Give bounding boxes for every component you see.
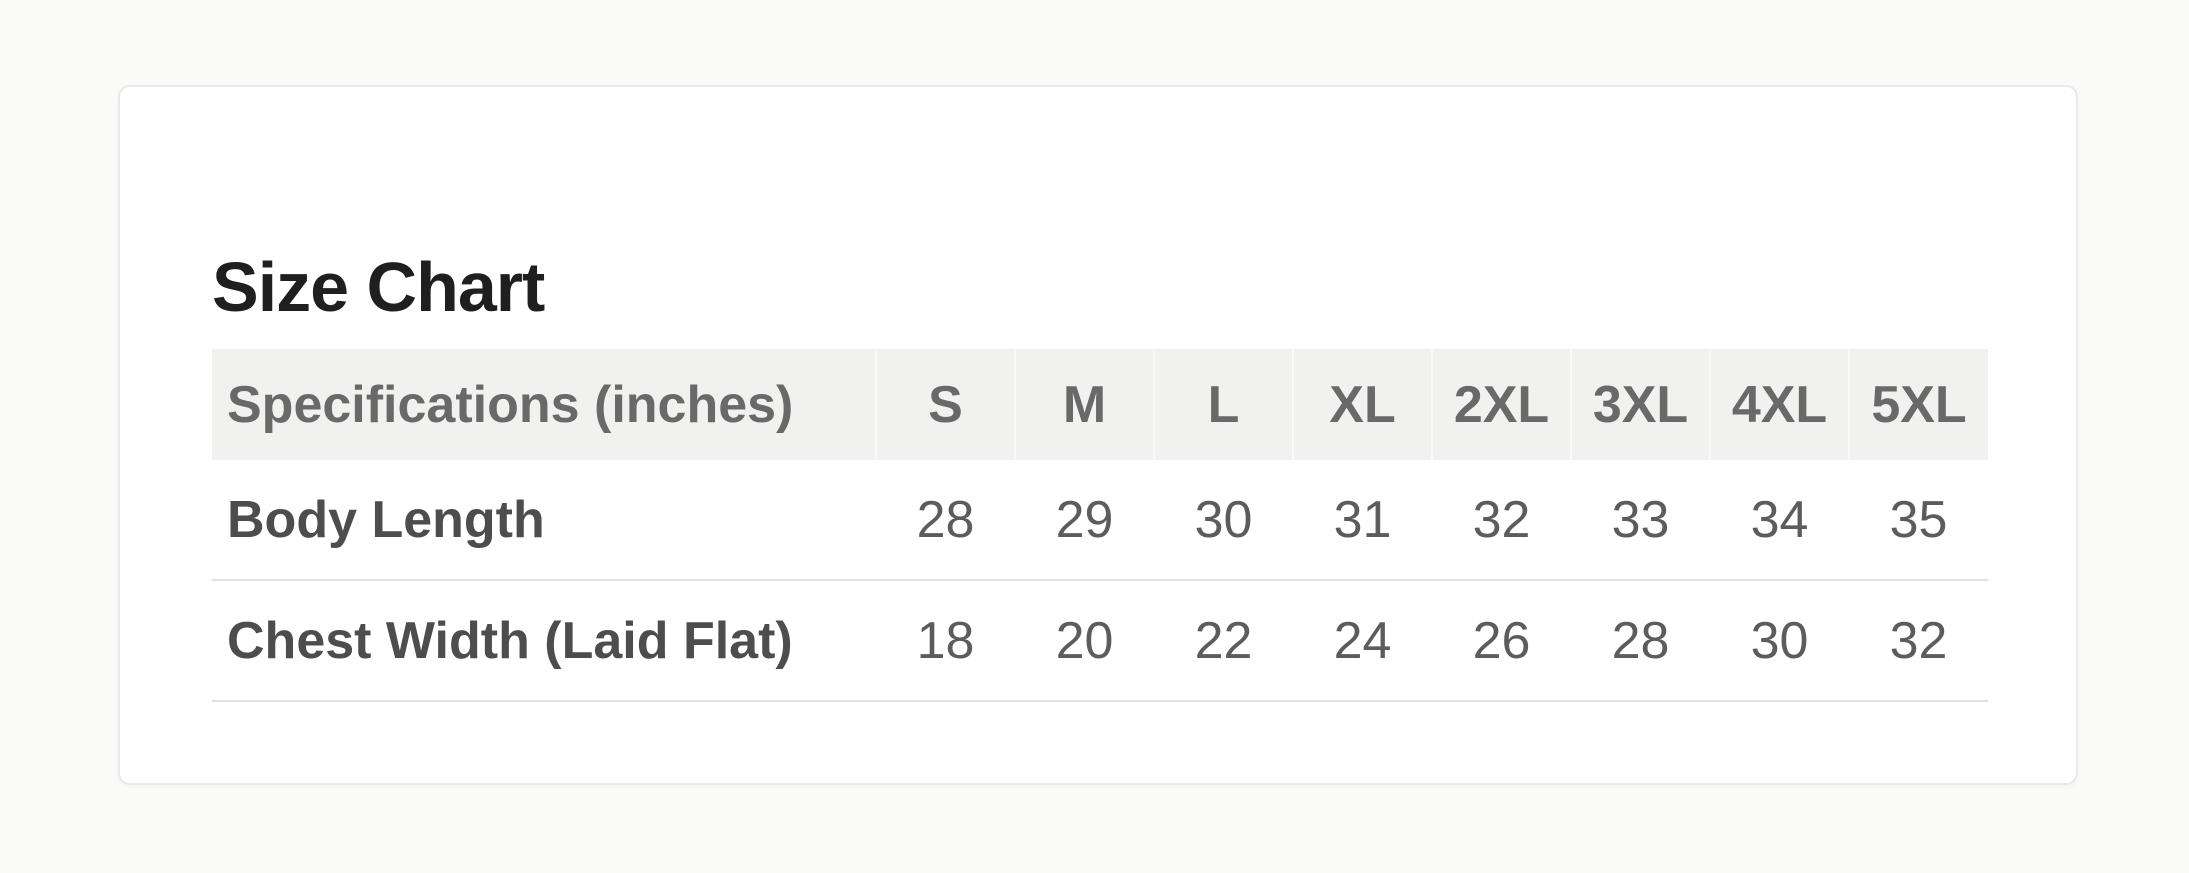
cell-chest-width-s: 18 xyxy=(876,580,1015,702)
header-cell-size-3xl: 3XL xyxy=(1570,349,1710,460)
row-label-body-length: Body Length xyxy=(212,460,876,581)
size-chart-title: Size Chart xyxy=(212,248,545,326)
header-cell-size-s: S xyxy=(875,349,1015,460)
table-row-body-length: Body Length 28 29 30 31 32 33 34 35 xyxy=(212,460,1988,581)
cell-body-length-4xl: 34 xyxy=(1710,460,1849,581)
header-cell-size-2xl: 2XL xyxy=(1431,349,1571,460)
cell-body-length-s: 28 xyxy=(876,460,1015,581)
cell-chest-width-5xl: 32 xyxy=(1849,580,1988,702)
cell-body-length-xl: 31 xyxy=(1293,460,1432,581)
cell-body-length-5xl: 35 xyxy=(1849,460,1988,581)
size-chart-table: Specifications (inches) S M L XL 2XL 3XL… xyxy=(212,349,1988,702)
cell-chest-width-xl: 24 xyxy=(1293,580,1432,702)
cell-chest-width-2xl: 26 xyxy=(1432,580,1571,702)
cell-body-length-2xl: 32 xyxy=(1432,460,1571,581)
table-row-chest-width: Chest Width (Laid Flat) 18 20 22 24 26 2… xyxy=(212,580,1988,702)
cell-chest-width-l: 22 xyxy=(1154,580,1293,702)
cell-chest-width-4xl: 30 xyxy=(1710,580,1849,702)
table-header-row: Specifications (inches) S M L XL 2XL 3XL… xyxy=(212,349,1988,460)
header-cell-size-5xl: 5XL xyxy=(1848,349,1988,460)
header-cell-specifications: Specifications (inches) xyxy=(212,349,876,460)
cell-body-length-l: 30 xyxy=(1154,460,1293,581)
header-cell-size-4xl: 4XL xyxy=(1709,349,1849,460)
cell-body-length-3xl: 33 xyxy=(1571,460,1710,581)
cell-chest-width-3xl: 28 xyxy=(1571,580,1710,702)
row-label-chest-width: Chest Width (Laid Flat) xyxy=(212,580,876,702)
header-cell-size-m: M xyxy=(1014,349,1154,460)
cell-body-length-m: 29 xyxy=(1015,460,1154,581)
header-cell-size-l: L xyxy=(1153,349,1293,460)
header-cell-size-xl: XL xyxy=(1292,349,1432,460)
size-chart-card: Size Chart Specifications (inches) S M L… xyxy=(118,85,2078,785)
cell-chest-width-m: 20 xyxy=(1015,580,1154,702)
